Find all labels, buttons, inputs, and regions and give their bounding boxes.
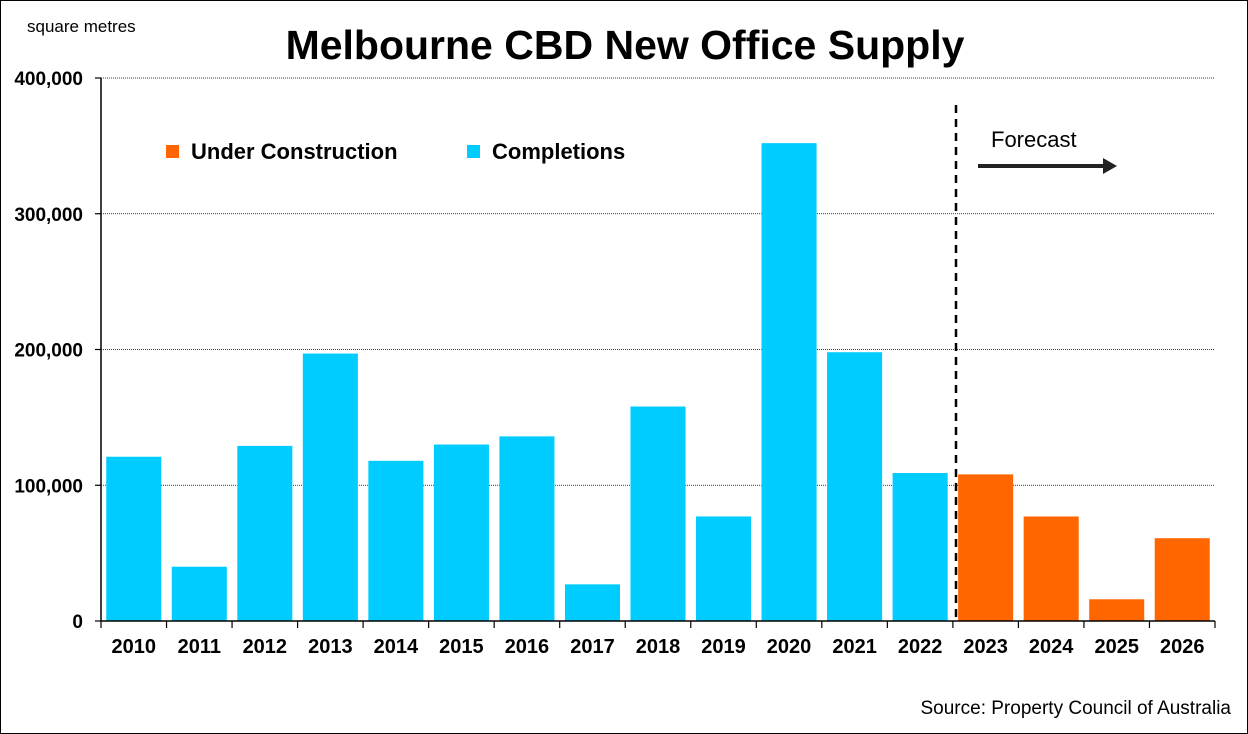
source-note: Source: Property Council of Australia	[921, 698, 1232, 719]
chart-title: Melbourne CBD New Office Supply	[286, 22, 965, 68]
bar-2016	[499, 436, 555, 621]
bar-2011	[171, 566, 227, 621]
x-tick-label: 2012	[243, 636, 288, 658]
bar-2023	[958, 474, 1014, 621]
legend: Under Construction Completions	[166, 139, 625, 164]
y-tick-label: 200,000	[14, 341, 83, 362]
y-tick-label: 100,000	[14, 476, 83, 497]
bar-2022	[892, 473, 948, 621]
x-tick-label: 2014	[374, 636, 419, 658]
bar-2017	[564, 584, 620, 621]
y-tick-label: 0	[72, 612, 83, 633]
y-tick-label: 300,000	[14, 205, 83, 226]
legend-swatch	[467, 145, 480, 158]
bar-2013	[302, 353, 358, 621]
x-tick-labels: 2010 2011 2012 2013 2014 2015 2016 2017 2018 2019…	[112, 636, 1205, 658]
x-tick-label: 2020	[767, 636, 812, 658]
x-tick-label: 2010	[112, 636, 157, 658]
y-axis-label: square metres	[27, 17, 136, 36]
x-tick-label: 2015	[439, 636, 484, 658]
bar-2014	[368, 460, 424, 621]
bar-2021	[827, 352, 883, 621]
bar-2019	[696, 516, 752, 621]
axes	[95, 77, 1216, 628]
bar-2015	[433, 444, 489, 621]
x-tick-label: 2019	[701, 636, 746, 658]
x-tick-label: 2023	[963, 636, 1008, 658]
bar-2012	[237, 445, 293, 621]
x-tick-label: 2026	[1160, 636, 1205, 658]
bars	[106, 143, 1210, 621]
y-tick-labels: 0 100,000 200,000 300,000 400,000	[14, 69, 83, 633]
bar-2024	[1023, 516, 1079, 621]
x-tick-label: 2021	[832, 636, 877, 658]
bar-2025	[1089, 599, 1145, 621]
x-tick-label: 2011	[178, 636, 221, 658]
x-tick-label: 2022	[898, 636, 943, 658]
legend-label: Under Construction	[191, 139, 398, 164]
forecast-annotation: Forecast	[991, 127, 1077, 152]
legend-label: Completions	[492, 139, 625, 164]
x-tick-label: 2016	[505, 636, 550, 658]
x-tick-label: 2025	[1094, 636, 1139, 658]
bar-2010	[106, 456, 162, 621]
forecast-arrow	[978, 158, 1117, 174]
x-tick-label: 2013	[308, 636, 353, 658]
x-tick-label: 2018	[636, 636, 681, 658]
y-tick-label: 400,000	[14, 69, 83, 90]
x-tick-label: 2017	[570, 636, 615, 658]
bar-2026	[1154, 538, 1210, 621]
bar-2018	[630, 406, 686, 621]
bar-2020	[761, 143, 817, 621]
x-tick-label: 2024	[1029, 636, 1074, 658]
legend-swatch	[166, 145, 179, 158]
